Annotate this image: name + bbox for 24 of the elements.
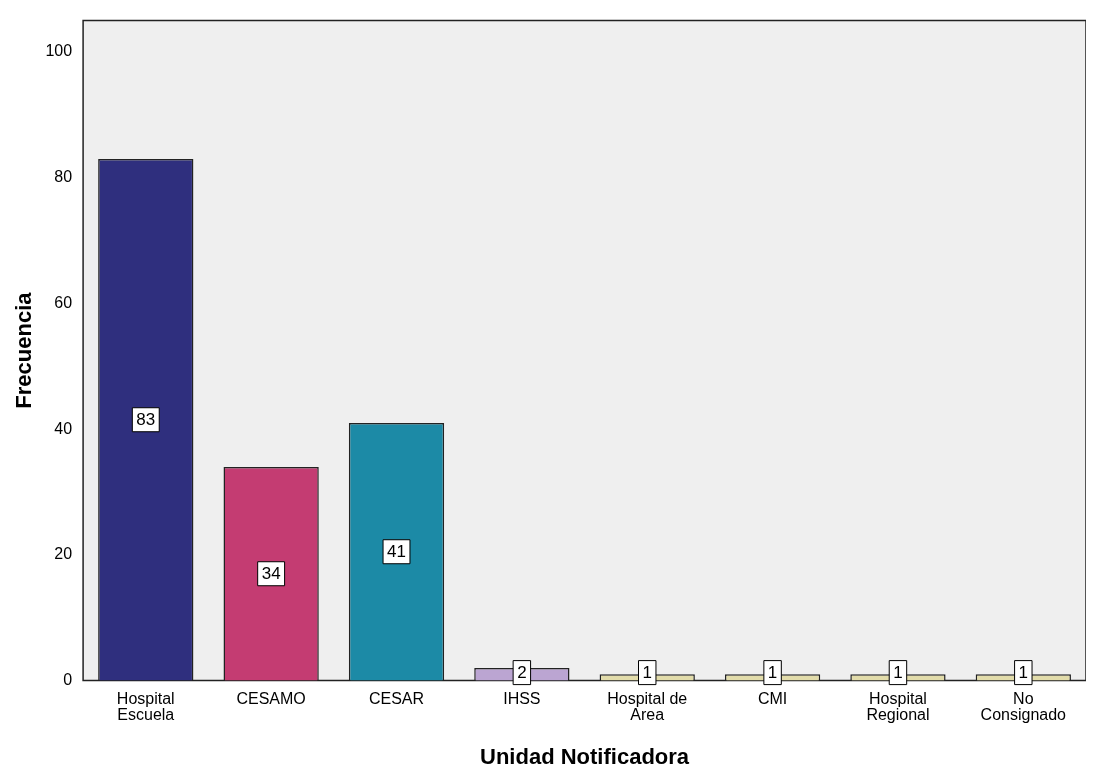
y-axis-title: Frecuencia xyxy=(11,291,37,409)
y-tick-label: 20 xyxy=(54,545,73,563)
x-axis-title: Unidad Notificadora xyxy=(480,743,690,769)
data-label: 1 xyxy=(893,663,903,683)
y-tick-label: 40 xyxy=(54,419,73,437)
x-tick-label: Hospital Regional xyxy=(866,690,930,724)
data-label: 34 xyxy=(261,564,281,584)
data-label: 41 xyxy=(387,542,406,562)
x-tick-label: Hospital Escuela xyxy=(116,690,175,724)
x-tick-label: No Consignado xyxy=(980,690,1067,724)
x-tick-label: IHSS xyxy=(503,690,541,708)
data-label: 1 xyxy=(767,663,778,683)
data-label: 83 xyxy=(136,410,156,430)
x-tick-label: Hospital de Area xyxy=(607,690,688,724)
data-label: 1 xyxy=(642,663,652,683)
x-tick-label: CESAMO xyxy=(236,690,306,708)
x-tick-label: CMI xyxy=(757,690,788,708)
y-tick-label: 80 xyxy=(54,168,73,186)
y-tick-label: 60 xyxy=(54,293,73,311)
y-tick-label: 100 xyxy=(45,42,73,60)
y-tick-label: 0 xyxy=(63,671,73,689)
x-tick-label: CESAR xyxy=(368,690,425,708)
data-label: 1 xyxy=(1018,663,1029,683)
data-label: 2 xyxy=(517,663,527,683)
